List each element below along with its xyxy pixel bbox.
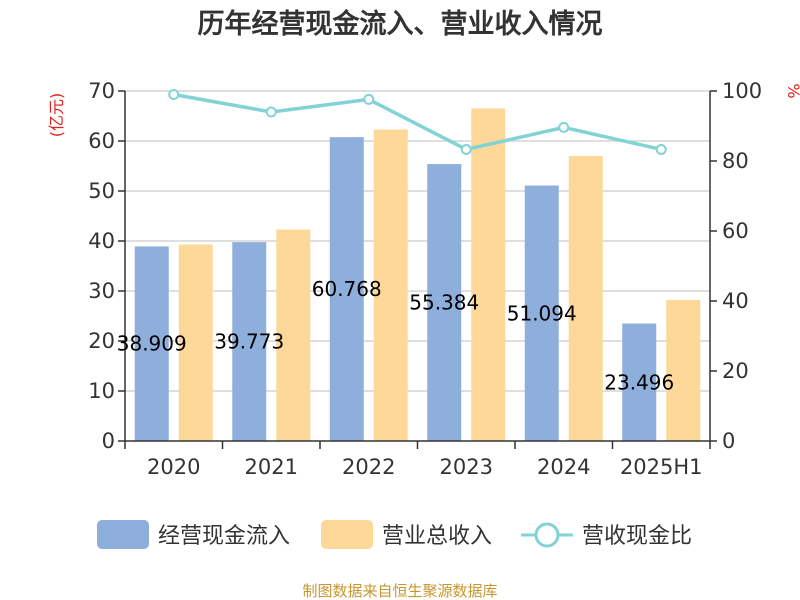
bar-经营现金流入 — [329, 137, 364, 441]
legend-label: 营收现金比 — [582, 524, 692, 549]
source-note: 制图数据来自恒生聚源数据库 — [302, 582, 497, 600]
bar-经营现金流入 — [232, 242, 267, 441]
x-tick-label: 2024 — [537, 455, 590, 479]
line-point — [363, 93, 375, 105]
right-tick-label: 20 — [722, 359, 749, 383]
left-tick-label: 0 — [102, 429, 115, 453]
data-label: 38.909 — [117, 332, 187, 356]
left-tick-label: 70 — [88, 79, 115, 103]
line-point — [168, 89, 180, 100]
bar-营业总收入 — [373, 129, 408, 441]
left-tick-label: 50 — [88, 179, 115, 203]
data-label: 23.496 — [604, 370, 674, 394]
chart-title: 历年经营现金流入、营业收入情况 — [198, 8, 603, 40]
bar-经营现金流入 — [524, 185, 559, 441]
bar-营业总收入 — [666, 300, 701, 441]
legend-label: 经营现金流入 — [158, 524, 290, 549]
line-营收现金比 — [173, 92, 662, 152]
x-tick-label: 2020 — [147, 455, 200, 479]
line-point — [655, 143, 667, 155]
legend-swatch-marker — [534, 522, 560, 548]
legend-swatch — [321, 520, 373, 549]
left-tick-label: 20 — [88, 329, 115, 353]
x-tick-label: 2021 — [245, 455, 298, 479]
line-point — [265, 106, 277, 118]
bar-营业总收入 — [568, 156, 603, 441]
legend-swatch — [97, 520, 149, 549]
data-label: 51.094 — [507, 301, 577, 325]
left-tick-label: 40 — [88, 229, 115, 253]
data-labels: 38.909 39.773 60.768 55.384 51.094 23.496 — [117, 277, 674, 394]
x-tick-label: 2025H1 — [620, 455, 703, 479]
data-label: 60.768 — [312, 277, 382, 301]
right-tick-label: 40 — [722, 289, 749, 313]
line-point — [558, 121, 570, 133]
right-tick-label: 100 — [722, 79, 762, 103]
legend-label: 营业总收入 — [382, 524, 492, 549]
bar-经营现金流入 — [427, 164, 462, 441]
right-axis-unit: % — [784, 83, 800, 98]
left-axis-unit: (亿元) — [47, 93, 66, 138]
bar-经营现金流入 — [622, 323, 657, 441]
right-tick-label: 80 — [722, 149, 749, 173]
line-series — [168, 89, 667, 155]
data-label: 55.384 — [409, 291, 479, 315]
left-tick-label: 10 — [88, 379, 115, 403]
x-tick-label: 2023 — [440, 455, 493, 479]
bar-营业总收入 — [471, 108, 506, 441]
right-tick-label: 60 — [722, 219, 749, 243]
grid-lines — [125, 90, 710, 392]
bars — [134, 108, 701, 441]
data-label: 39.773 — [214, 330, 284, 354]
bar-营业总收入 — [276, 229, 311, 441]
axes: 0 10 20 30 40 50 60 70 0 20 40 60 80 100 2020 2021 2022 2… — [88, 79, 762, 479]
x-tick-label: 2022 — [342, 455, 395, 479]
legend: 经营现金流入 营业总收入 营收现金比 — [97, 520, 692, 549]
line-point — [460, 143, 472, 155]
bar-经营现金流入 — [134, 246, 169, 441]
right-tick-label: 0 — [722, 429, 735, 453]
bar-营业总收入 — [178, 244, 213, 441]
left-tick-label: 60 — [88, 129, 115, 153]
left-tick-label: 30 — [88, 279, 115, 303]
